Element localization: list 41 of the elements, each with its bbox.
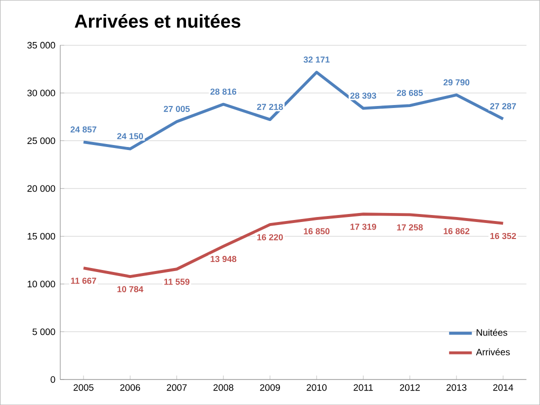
data-label: 16 862 bbox=[444, 228, 470, 234]
data-label: 16 850 bbox=[304, 228, 330, 234]
x-tick-label: 2013 bbox=[446, 384, 466, 391]
data-label: 27 005 bbox=[164, 106, 190, 112]
data-label: 28 685 bbox=[396, 90, 423, 96]
y-tick-label: 15 000 bbox=[28, 232, 56, 240]
y-tick-label: 20 000 bbox=[27, 185, 56, 192]
data-label: 27 218 bbox=[257, 104, 283, 110]
x-tick-label: 2011 bbox=[354, 384, 373, 391]
y-tick-label: 25 000 bbox=[27, 137, 56, 144]
data-label: 17 319 bbox=[350, 224, 376, 230]
data-label: 16 220 bbox=[257, 234, 283, 240]
data-label: 28 393 bbox=[350, 92, 376, 99]
data-label: 29 790 bbox=[444, 79, 470, 86]
data-label: 13 948 bbox=[210, 256, 236, 262]
data-label: 10 784 bbox=[117, 286, 144, 292]
x-tick-label: 2008 bbox=[213, 384, 234, 391]
x-tick-label: 2009 bbox=[260, 384, 280, 391]
data-label: 11 667 bbox=[71, 278, 96, 284]
y-tick-label: 0 bbox=[50, 376, 56, 383]
data-label: 27 287 bbox=[490, 103, 516, 110]
data-label: 17 258 bbox=[397, 224, 423, 230]
data-label: 24 150 bbox=[117, 133, 144, 140]
data-label: 11 559 bbox=[164, 278, 190, 285]
legend-label: Arrivées bbox=[476, 348, 510, 356]
x-tick-label: 2014 bbox=[493, 384, 514, 391]
y-tick-label: 35 000 bbox=[27, 42, 56, 48]
data-label: 16 352 bbox=[490, 232, 516, 240]
data-label: 32 171 bbox=[304, 56, 330, 63]
x-tick-label: 2012 bbox=[400, 384, 420, 391]
chart-title: Arrivées et nuitées bbox=[74, 14, 240, 28]
data-label: 24 857 bbox=[70, 126, 96, 132]
x-tick-label: 2007 bbox=[166, 384, 187, 391]
y-tick-label: 5 000 bbox=[32, 328, 56, 336]
data-label: 28 816 bbox=[210, 88, 236, 95]
y-tick-label: 10 000 bbox=[28, 280, 56, 288]
x-tick-label: 2006 bbox=[120, 384, 140, 391]
x-tick-label: 2010 bbox=[306, 384, 327, 391]
y-tick-label: 30 000 bbox=[27, 90, 56, 96]
legend-label: Nuitées bbox=[476, 328, 508, 336]
x-tick-label: 2005 bbox=[74, 384, 94, 391]
